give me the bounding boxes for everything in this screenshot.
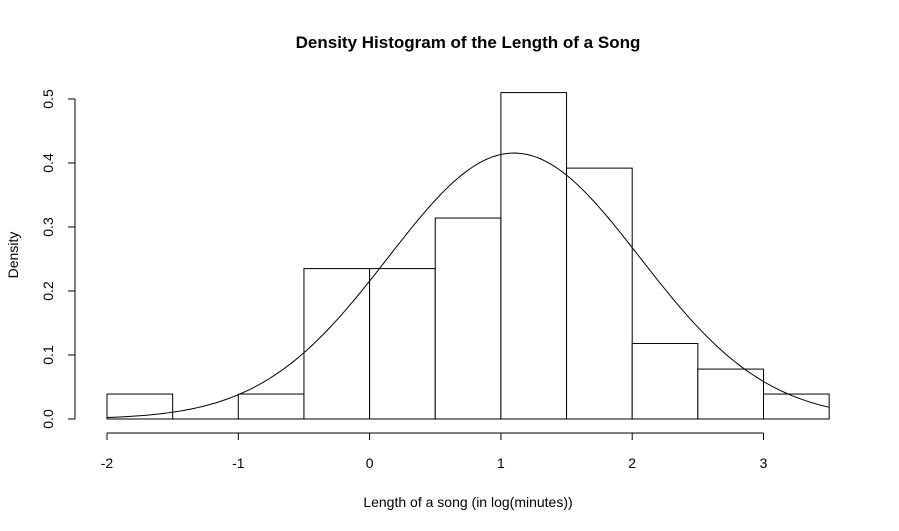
histogram-bar-8 xyxy=(631,342,699,420)
histogram-bar-4 xyxy=(369,268,436,420)
y-tick-label-1: 0.1 xyxy=(40,345,56,365)
histogram-bar-3 xyxy=(303,268,371,420)
y-tick-label-5: 0.5 xyxy=(40,89,56,109)
x-tick-label-0: -2 xyxy=(101,455,114,471)
y-tick-label-4: 0.4 xyxy=(40,153,56,173)
histogram-bar-0 xyxy=(106,393,174,420)
x-tick-label-2: 0 xyxy=(366,455,374,471)
x-tick-label-1: -1 xyxy=(232,455,245,471)
x-axis: -2 -1 0 1 2 3 xyxy=(101,432,768,471)
histogram-bar-10 xyxy=(763,393,830,420)
y-tick-label-3: 0.3 xyxy=(40,217,56,237)
histogram-bar-5 xyxy=(434,217,502,420)
density-curve xyxy=(106,152,830,419)
y-axis: 0.0 0.1 0.2 0.3 0.4 0.5 xyxy=(40,89,76,429)
histogram-bars xyxy=(106,92,830,420)
y-axis-label: Density xyxy=(5,232,21,279)
x-tick-label-5: 3 xyxy=(760,455,768,471)
x-axis-label: Length of a song (in log(minutes)) xyxy=(363,494,572,510)
histogram-bar-7 xyxy=(566,167,633,420)
chart-title: Density Histogram of the Length of a Son… xyxy=(296,33,641,52)
x-tick-label-3: 1 xyxy=(497,455,505,471)
x-tick-label-4: 2 xyxy=(628,455,636,471)
histogram-bar-2 xyxy=(237,393,305,420)
y-tick-label-0: 0.0 xyxy=(40,409,56,429)
histogram-bar-6 xyxy=(500,92,568,420)
y-tick-label-2: 0.2 xyxy=(40,281,56,301)
histogram-bar-9 xyxy=(697,368,764,420)
